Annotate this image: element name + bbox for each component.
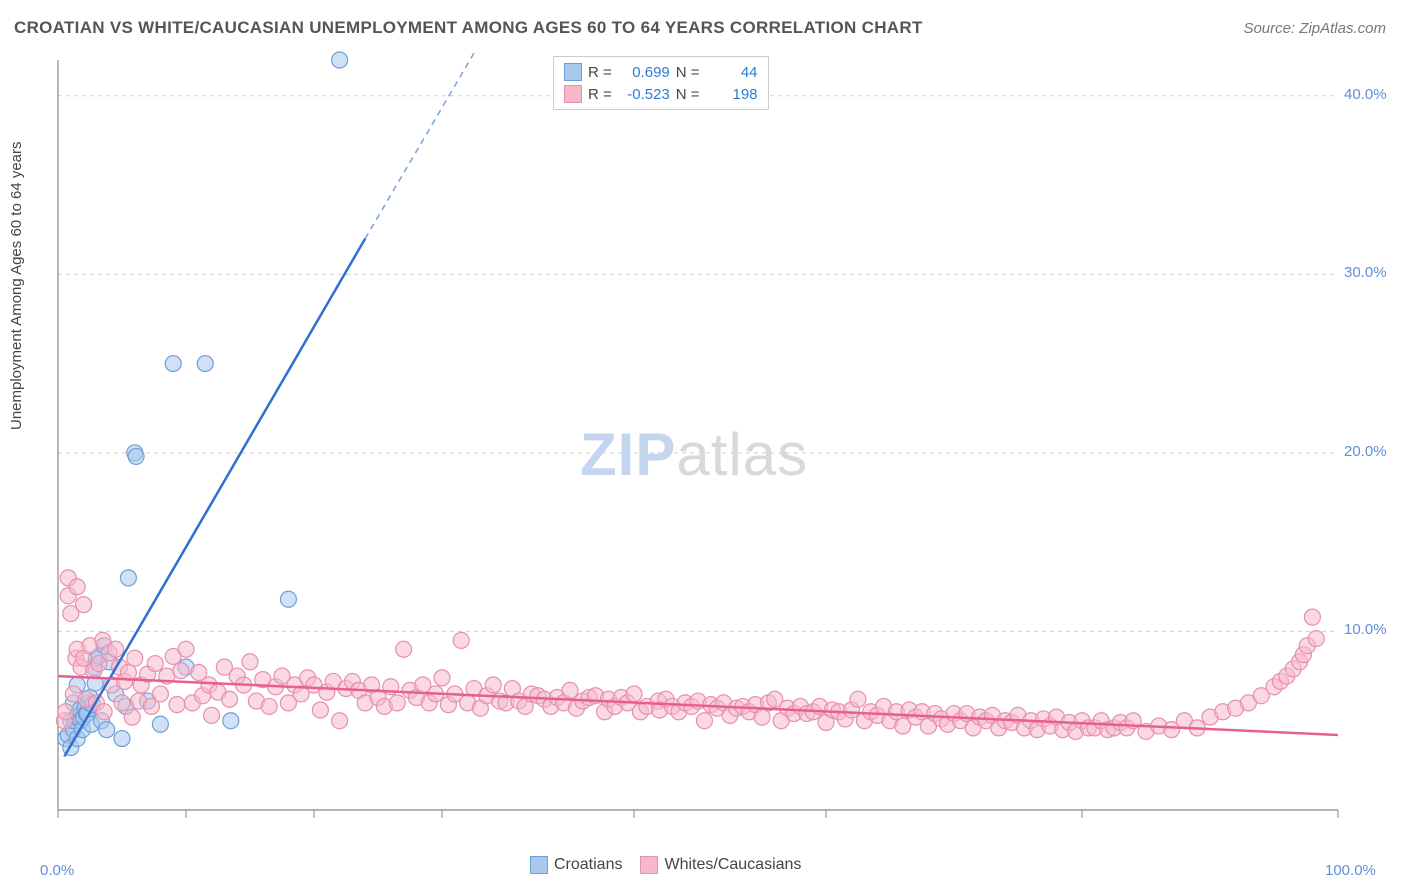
legend-label: Croatians [554, 856, 622, 873]
series-legend: Croatians Whites/Caucasians [530, 856, 801, 874]
source-attribution: Source: ZipAtlas.com [1243, 20, 1386, 37]
stats-legend-row: R = 0.699 N = 44 [564, 61, 758, 83]
legend-r-label: R = [588, 64, 612, 81]
legend-label: Whites/Caucasians [664, 856, 801, 873]
y-axis-label: Unemployment Among Ages 60 to 64 years [8, 141, 25, 430]
stats-legend: R = 0.699 N = 44 R = -0.523 N = 198 [553, 56, 769, 110]
legend-r-label: R = [588, 86, 612, 103]
legend-item: Croatians [530, 856, 622, 874]
y-tick-label: 20.0% [1344, 443, 1387, 460]
scatter-chart [48, 50, 1388, 840]
legend-swatch [564, 85, 582, 103]
legend-swatch [530, 856, 548, 874]
legend-n-label: N = [676, 64, 700, 81]
y-tick-label: 30.0% [1344, 264, 1387, 281]
legend-r-value: 0.699 [618, 64, 670, 81]
legend-swatch [564, 63, 582, 81]
legend-n-value: 44 [706, 64, 758, 81]
y-tick-label: 10.0% [1344, 621, 1387, 638]
chart-title: CROATIAN VS WHITE/CAUCASIAN UNEMPLOYMENT… [14, 18, 923, 38]
x-axis-max-label: 100.0% [1325, 862, 1376, 879]
legend-n-label: N = [676, 86, 700, 103]
y-tick-label: 40.0% [1344, 86, 1387, 103]
x-axis-min-label: 0.0% [40, 862, 74, 879]
stats-legend-row: R = -0.523 N = 198 [564, 83, 758, 105]
legend-n-value: 198 [706, 86, 758, 103]
legend-swatch [640, 856, 658, 874]
plot-area [48, 50, 1388, 840]
legend-r-value: -0.523 [618, 86, 670, 103]
legend-item: Whites/Caucasians [640, 856, 801, 874]
